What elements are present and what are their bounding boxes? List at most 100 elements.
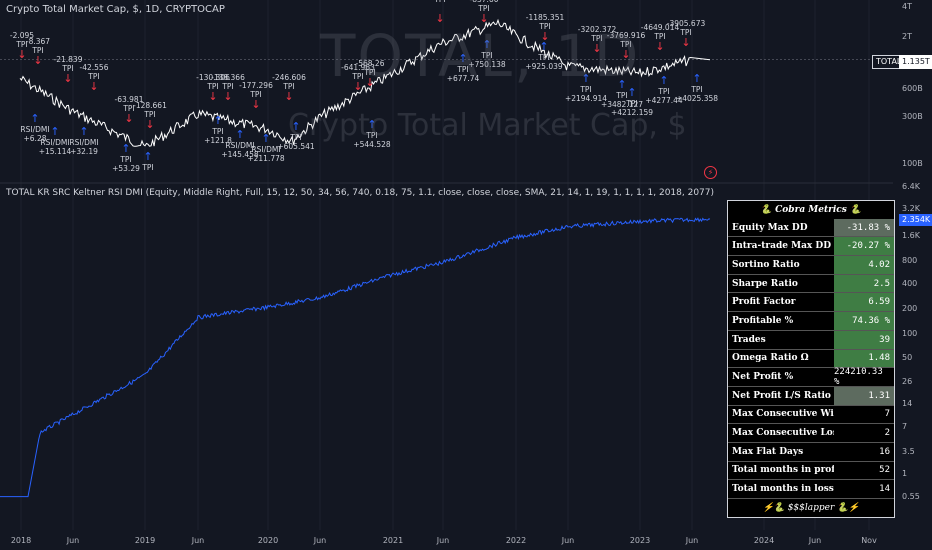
price-tag: 1.135T [899,55,932,69]
buy-label-sub: +2194.914 [565,94,607,103]
metric-label: Profitable % [732,315,794,326]
symbol-title[interactable]: Crypto Total Market Cap, $, 1D, CRYPTOCA… [6,4,225,15]
price-axis-label: 600B [902,84,923,93]
sell-arrow-icon: ↓ [124,112,133,125]
equity-series-line [0,217,711,498]
metric-row: Sharpe Ratio 2.5 [728,273,894,293]
buy-label-sub: +605.541 [277,142,315,151]
metric-value: -31.83 % [834,218,894,237]
sell-arrow-icon: ↓ [63,72,72,85]
watermark-name: Crypto Total Market Cap, $ [288,108,687,143]
metric-label: Total months in profit [732,465,843,476]
buy-label: TPI [615,91,627,100]
buy-label: TPI [365,131,377,140]
buy-label: RSI/DMI [225,141,254,150]
indicator-axis-label: 14 [902,399,912,408]
sell-label-sub: TPI [282,82,294,91]
buy-label: TPI [537,53,549,62]
metric-row: Intra-trade Max DD -20.27 % [728,236,894,256]
sell-label: -21.839 [54,55,83,64]
metric-value: 2.5 [834,274,894,293]
sell-label: -1185.351 [526,13,565,22]
buy-label-sub: +15.114 [39,147,72,156]
metric-label: Net Profit % [732,372,794,383]
sell-label-sub: TPI [206,82,218,91]
metric-value: 224210.33 % [834,367,894,387]
time-axis-label: Jun [808,536,822,545]
metric-value: 7 [834,405,894,424]
buy-arrow-icon: ↑ [482,38,491,51]
metric-value: 2 [834,424,894,442]
metric-value: 1.48 [834,349,894,368]
time-axis-label: Jun [191,536,205,545]
sell-label-sub: TPI [221,82,233,91]
buy-label-sub: +3482.127 [601,100,643,109]
sell-label: -4649.014 [641,23,680,32]
sell-arrow-icon: ↓ [284,90,293,103]
buy-label: TPI [690,85,702,94]
indicator-axis-label: 100 [902,329,917,338]
sell-arrow-icon: ↓ [681,36,690,49]
buy-label-sub: +677.74 [447,74,480,83]
time-axis-label: Jun [66,536,80,545]
metric-value: 74.36 % [834,312,894,330]
buy-arrow-icon: ↑ [367,118,376,131]
sell-arrow-icon: ↓ [251,98,260,111]
metric-row: Profit Factor 6.59 [728,292,894,312]
metric-row: Total months in profit 52 [728,460,894,480]
sell-arrow-icon: ↓ [435,12,444,25]
price-axis-label: 6.4K [902,182,921,191]
buy-label-sub: +4212.159 [611,108,653,117]
time-axis-label: 2024 [754,536,774,545]
time-axis-label: Jun [685,536,699,545]
time-axis-label: 2022 [506,536,526,545]
buy-label: RSI/DMI [20,125,49,134]
sell-arrow-icon: ↓ [89,80,98,93]
metric-row: Net Profit % 224210.33 % [728,367,894,387]
buy-label-sub: +925.039 [525,62,563,71]
sell-arrow-icon: ↓ [621,48,630,61]
sell-arrow-icon: ↓ [145,118,154,131]
sell-arrow-icon: ↓ [33,54,42,67]
metric-row: Trades 39 [728,329,894,349]
metric-label: Max Consecutive Wins [732,409,846,420]
sell-label-sub: TPI [143,110,155,119]
indicator-axis-label: 1 [902,469,907,478]
metric-label: Omega Ratio Ω [732,353,809,364]
sell-label: -128.661 [133,101,167,110]
sell-label-sub: TPI [249,90,261,99]
sell-label: -246.606 [272,73,306,82]
sell-label-sub: TPI [653,32,665,41]
metric-row: Omega Ratio Ω 1.48 [728,348,894,368]
buy-label-sub: +750.138 [468,60,506,69]
price-axis-label: 100B [902,159,923,168]
buy-label: TPI [119,155,131,164]
sell-label-sub: TPI [363,68,375,77]
sell-label: -8.367 [26,37,50,46]
watermark-symbol: TOTAL, 1D [320,22,641,90]
buy-arrow-icon: ↑ [581,72,590,85]
buy-label: TPI [211,127,223,136]
buy-arrow-icon: ↑ [539,40,548,53]
sell-label: TPI [433,0,445,4]
metric-label: Total months in loss [732,484,834,495]
lightning-icon[interactable]: ⚡ [704,166,717,179]
sell-arrow-icon: ↓ [479,12,488,25]
buy-label: TPI [456,65,468,74]
metric-label: Equity Max DD [732,222,808,233]
buy-arrow-icon: ↑ [30,112,39,125]
indicator-title[interactable]: TOTAL KR SRC Keltner RSI DMI (Equity, Mi… [6,188,715,198]
indicator-axis-label: 26 [902,377,912,386]
sell-label-sub: TPI [87,72,99,81]
indicator-axis: 3.2K 1.6K 800 400 200 100 50 26 14 7 3.5 1 0.55 [902,204,921,501]
sell-label: -138.366 [211,73,245,82]
sell-label: -3769.916 [607,31,646,40]
metric-row: Profitable % 74.36 % [728,311,894,330]
metric-value: -20.27 % [834,237,894,256]
sell-label: -2.095 [10,31,34,40]
buy-arrow-icon: ↑ [692,72,701,85]
metric-label: Profit Factor [732,297,796,308]
sell-label-sub: TPI [590,34,602,43]
buy-arrow-icon: ↑ [617,78,626,91]
sell-arrow-icon: ↓ [592,42,601,55]
